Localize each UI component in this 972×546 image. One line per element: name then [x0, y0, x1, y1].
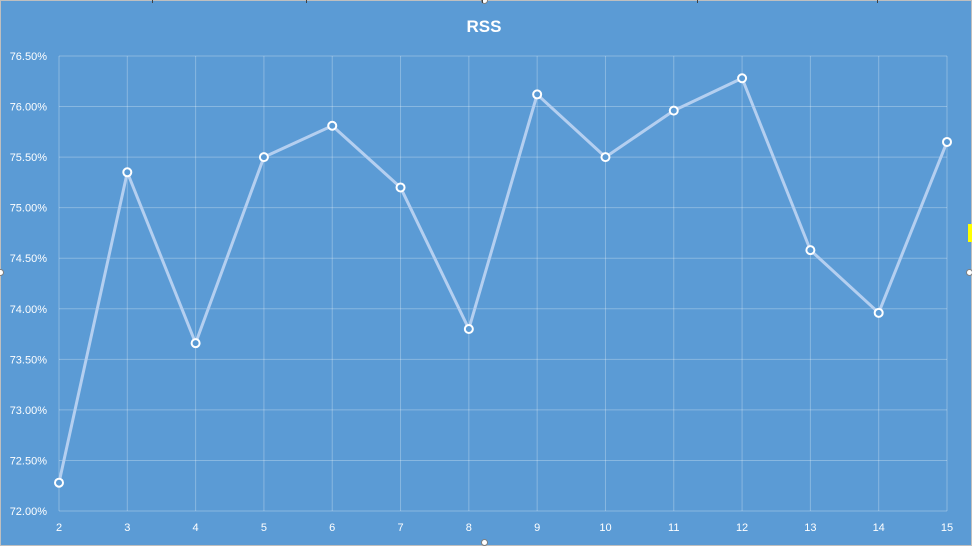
x-tick-label: 12 — [736, 522, 748, 534]
data-point[interactable] — [463, 324, 474, 334]
y-tick-label: 74.50% — [10, 253, 48, 265]
series-line[interactable] — [57, 76, 949, 485]
column-divider — [152, 0, 153, 3]
cell-highlight-marker — [968, 224, 972, 242]
data-point[interactable] — [122, 167, 133, 178]
x-tick-label: 9 — [534, 522, 540, 534]
y-axis[interactable]: 72.00% 72.50% 73.00% 73.50% 74.00% 74.50% 75.0… — [10, 51, 48, 518]
data-point[interactable] — [395, 182, 406, 193]
data-point[interactable] — [873, 307, 884, 318]
resize-handle-top-center[interactable] — [481, 0, 488, 4]
data-point[interactable] — [737, 73, 748, 84]
x-tick-label: 8 — [466, 522, 472, 534]
data-point[interactable] — [190, 338, 201, 349]
y-tick-label: 76.50% — [10, 51, 48, 63]
x-tick-label: 3 — [124, 522, 130, 534]
data-point[interactable] — [600, 152, 611, 163]
x-tick-label: 11 — [668, 522, 679, 534]
data-point[interactable] — [668, 105, 679, 116]
chart-title[interactable]: RSS — [467, 17, 502, 36]
gridlines — [58, 55, 948, 512]
y-tick-label: 75.00% — [10, 203, 48, 215]
x-axis[interactable]: 2 3 4 5 6 7 8 9 10 11 12 13 14 15 — [56, 522, 953, 534]
y-tick-label: 72.50% — [10, 455, 48, 467]
column-divider — [482, 0, 483, 3]
x-tick-label: 14 — [873, 522, 885, 534]
series-rss[interactable] — [54, 73, 952, 488]
data-point[interactable] — [532, 89, 543, 100]
resize-handle-right-middle[interactable] — [966, 269, 972, 276]
y-tick-label: 75.50% — [10, 152, 48, 164]
x-tick-label: 4 — [193, 522, 199, 534]
x-tick-label: 15 — [941, 522, 953, 534]
column-divider — [877, 0, 878, 3]
x-tick-label: 2 — [56, 522, 62, 534]
y-tick-label: 73.00% — [10, 405, 48, 417]
y-tick-label: 72.00% — [10, 506, 48, 518]
y-tick-label: 76.00% — [10, 102, 48, 114]
data-point[interactable] — [54, 477, 64, 488]
x-tick-label: 6 — [329, 522, 335, 534]
y-tick-label: 74.00% — [10, 304, 48, 316]
data-point[interactable] — [258, 152, 269, 163]
x-tick-label: 7 — [397, 522, 403, 534]
x-tick-label: 10 — [599, 522, 611, 534]
data-point[interactable] — [805, 245, 816, 256]
resize-handle-left-middle[interactable] — [0, 269, 4, 276]
y-tick-label: 73.50% — [10, 354, 48, 366]
column-divider — [697, 0, 698, 3]
data-point[interactable] — [327, 120, 338, 131]
data-point[interactable] — [942, 136, 952, 147]
x-tick-label: 13 — [804, 522, 816, 534]
x-tick-label: 5 — [261, 522, 267, 534]
column-divider — [306, 0, 307, 3]
